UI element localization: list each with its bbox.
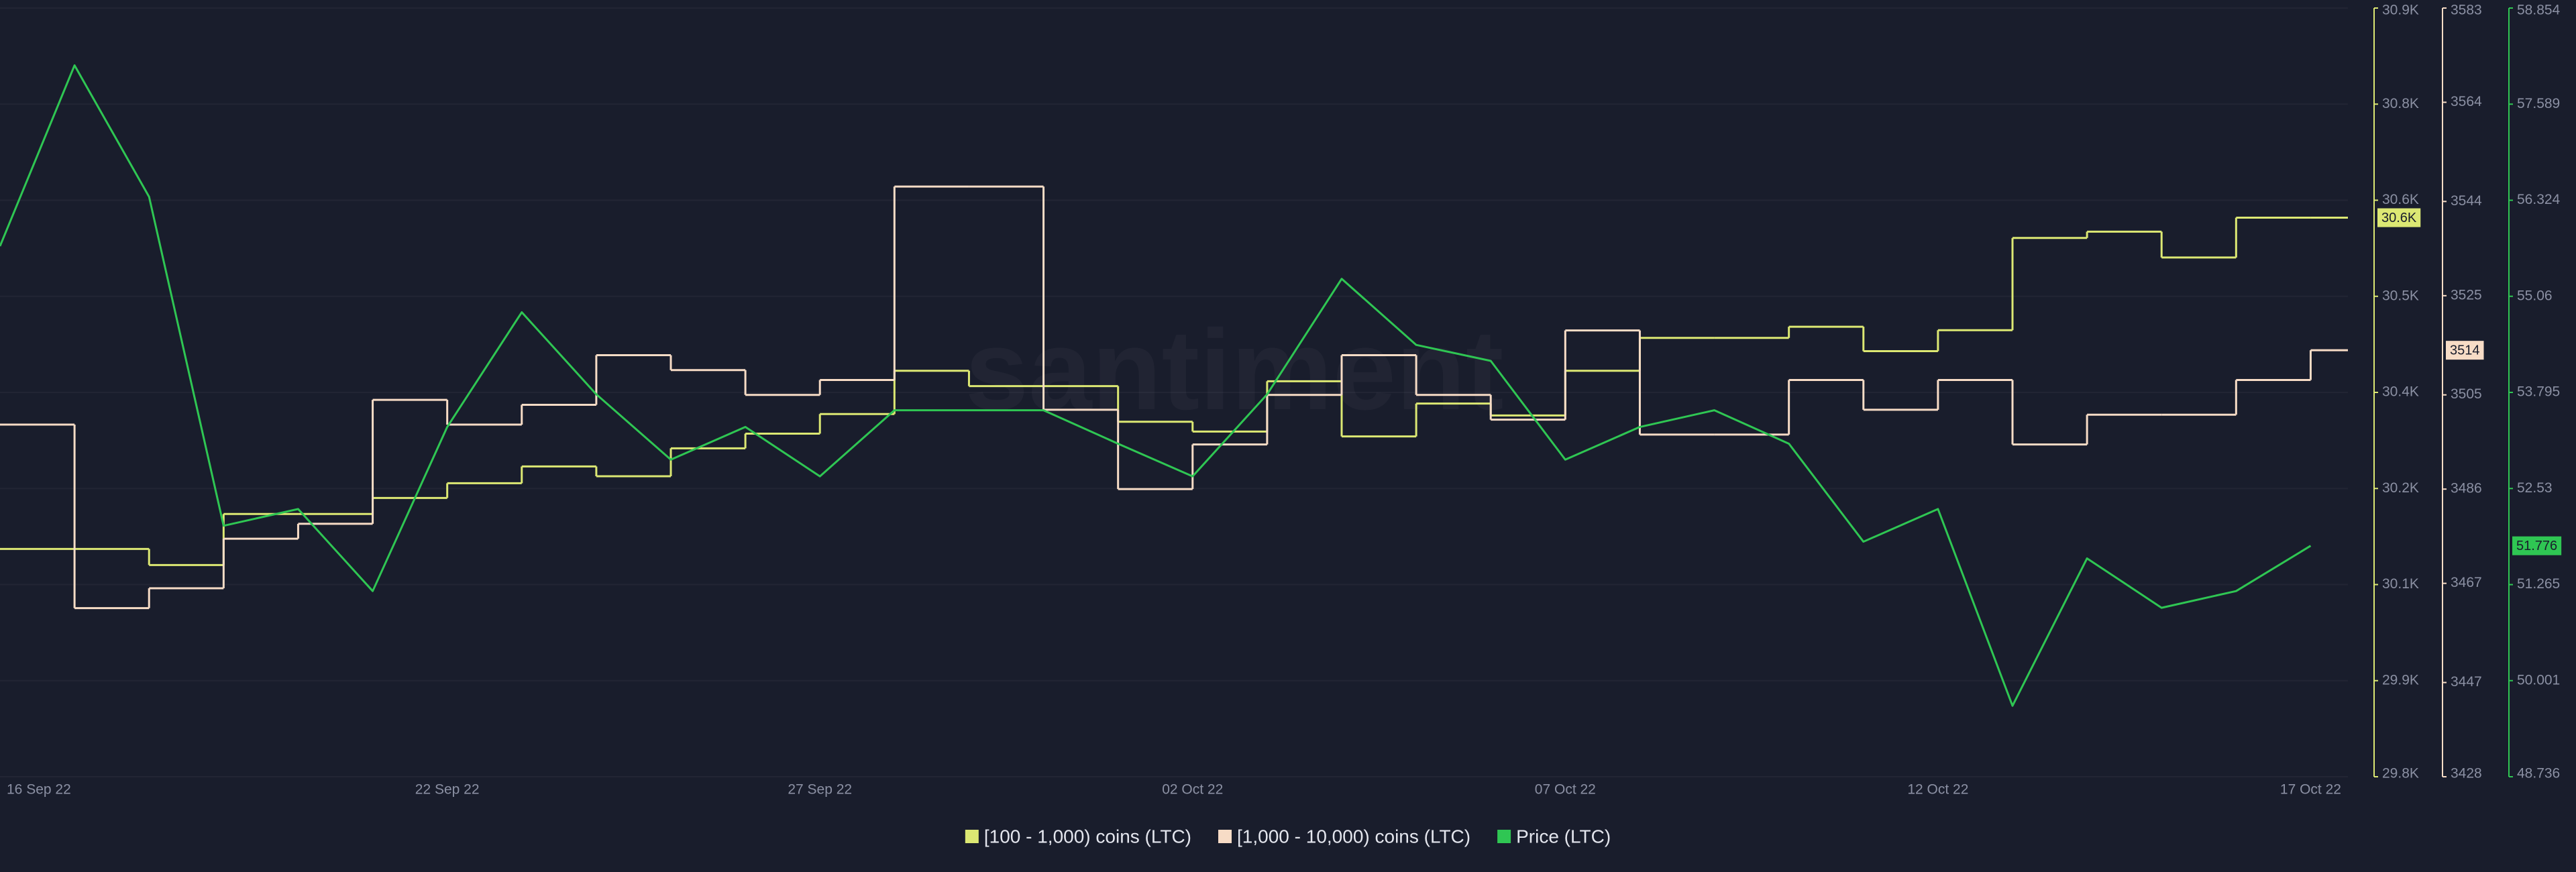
y-tick-label: 30.9K xyxy=(2382,3,2419,18)
value-badge xyxy=(2512,536,2562,555)
y-tick-label: 50.001 xyxy=(2517,672,2560,688)
value-badge xyxy=(2446,341,2484,360)
y-tick-label: 53.795 xyxy=(2517,384,2560,400)
price-line xyxy=(0,64,2312,707)
value-badge-label: 51.776 xyxy=(2516,539,2557,553)
x-tick-label: 17 Oct 22 xyxy=(2280,782,2341,798)
y-tick-label: 3583 xyxy=(2451,3,2482,18)
y-tick-label: 3564 xyxy=(2451,94,2482,109)
y-tick-label: 30.4K xyxy=(2382,384,2419,400)
y-tick-label: 58.854 xyxy=(2517,3,2561,18)
value-badge xyxy=(2377,208,2421,227)
y-tick-label: 3428 xyxy=(2451,766,2482,781)
x-tick-label: 27 Sep 22 xyxy=(788,782,852,798)
value-badge-label: 3514 xyxy=(2450,343,2480,358)
legend-label: [1,000 - 10,000) coins (LTC) xyxy=(1237,826,1470,847)
y-tick-label: 3525 xyxy=(2451,287,2482,303)
y-tick-label: 3505 xyxy=(2451,386,2482,402)
y-tick-label: 51.265 xyxy=(2517,576,2560,592)
legend-swatch xyxy=(1218,830,1232,843)
y-tick-label: 30.2K xyxy=(2382,480,2419,496)
legend-swatch xyxy=(965,830,979,843)
y-tick-label: 29.9K xyxy=(2382,672,2419,688)
y-tick-label: 30.6K xyxy=(2382,192,2419,207)
legend-label: [100 - 1,000) coins (LTC) xyxy=(984,826,1191,847)
value-badge-label: 30.6K xyxy=(2381,211,2417,225)
y-tick-label: 57.589 xyxy=(2517,96,2560,111)
y-tick-label: 55.06 xyxy=(2517,288,2553,303)
x-tick-label: 22 Sep 22 xyxy=(415,782,480,798)
y-tick-label: 3447 xyxy=(2451,674,2482,690)
y-tick-label: 30.1K xyxy=(2382,576,2419,592)
x-tick-label: 12 Oct 22 xyxy=(1907,782,1968,798)
x-tick-label: 16 Sep 22 xyxy=(7,782,71,798)
watermark: santiment xyxy=(965,307,1504,434)
legend-label: Price (LTC) xyxy=(1516,826,1611,847)
y-tick-label: 3486 xyxy=(2451,481,2482,496)
y-tick-label: 52.53 xyxy=(2517,480,2553,496)
y-tick-label: 48.736 xyxy=(2517,766,2560,781)
y-tick-label: 56.324 xyxy=(2517,192,2561,207)
y-tick-label: 3467 xyxy=(2451,575,2482,590)
y-tick-label: 29.8K xyxy=(2382,766,2419,781)
x-tick-label: 07 Oct 22 xyxy=(1535,782,1596,798)
y-tick-label: 30.8K xyxy=(2382,96,2419,111)
y-tick-label: 3544 xyxy=(2451,193,2482,209)
y-tick-label: 30.5K xyxy=(2382,288,2419,303)
x-tick-label: 02 Oct 22 xyxy=(1162,782,1223,798)
legend-swatch xyxy=(1497,830,1511,843)
